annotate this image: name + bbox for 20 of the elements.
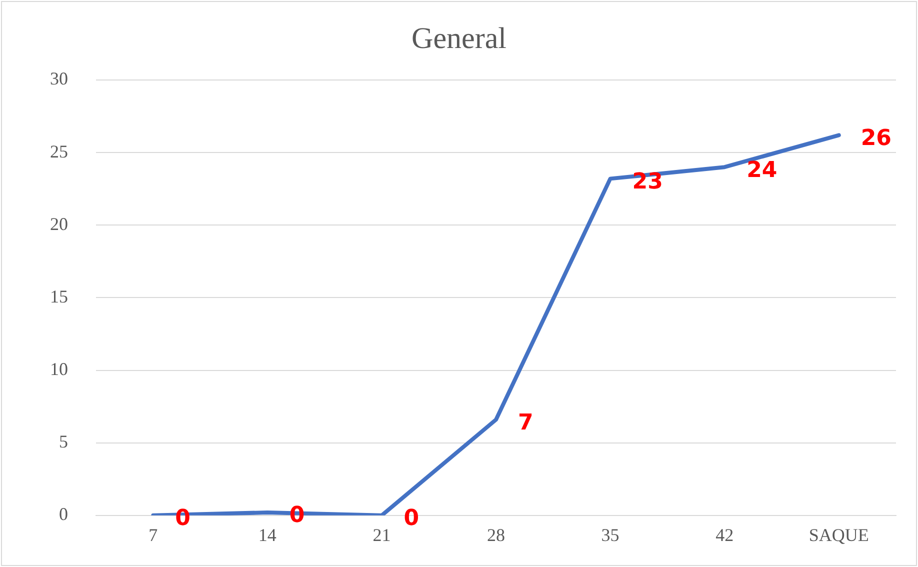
x-tick-label: 21 [372,524,391,545]
x-tick-label: 28 [487,524,505,545]
x-tick-label: 7 [148,524,158,545]
data-label: 0 [404,506,420,532]
y-tick-label: 0 [59,504,68,524]
data-label: 7 [518,410,534,436]
y-tick-label: 15 [50,286,68,306]
y-tick-label: 30 [50,68,68,89]
chart-title: General [412,22,506,55]
data-label: 26 [860,126,892,151]
x-tick-label: 35 [601,524,620,545]
y-tick-label: 10 [50,359,68,379]
data-label: 24 [746,158,778,183]
y-tick-label: 25 [50,141,68,162]
x-tick-label: SAQUE [808,524,869,545]
x-tick-label: 42 [716,524,734,545]
y-tick-label: 5 [59,432,68,452]
data-label: 23 [632,169,663,194]
y-tick-label: 20 [50,214,68,234]
x-tick-label: 14 [258,524,276,545]
